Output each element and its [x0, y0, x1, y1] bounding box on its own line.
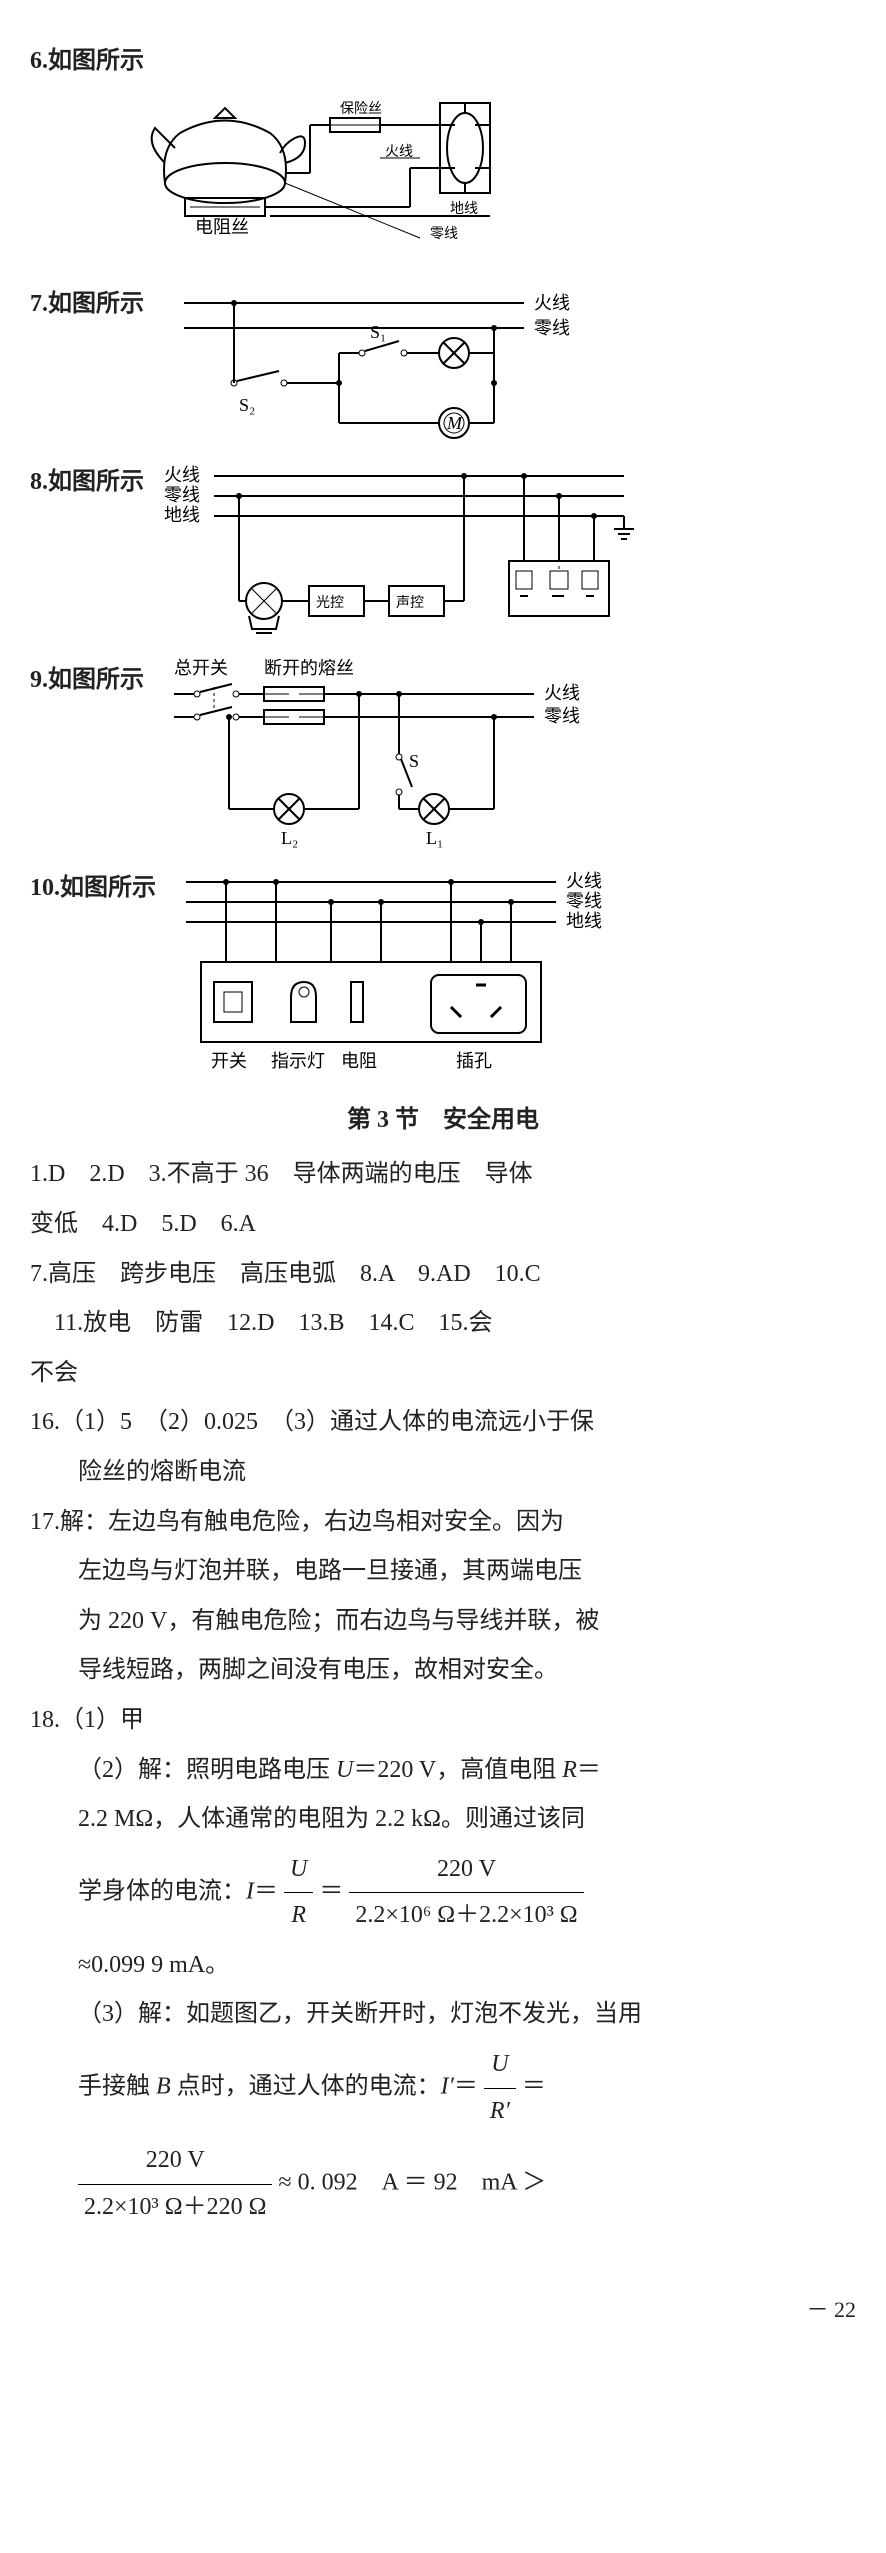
ans-l8h-post: ≈ 0. 092 A ＝ 92 mA ＞	[278, 2170, 546, 2196]
ans-l7: 17.解：左边鸟有触电危险，右边鸟相对安全。因为	[30, 1500, 856, 1546]
ans-l8g-i: I′	[441, 2074, 454, 2100]
ans-l8: 18.（1）甲	[30, 1698, 856, 1744]
q6-heater-label: 电阻丝	[195, 217, 249, 237]
q9-l1: L₁	[426, 828, 443, 848]
q7-motor: M	[446, 413, 463, 433]
frac2-num: 220 V	[349, 1847, 583, 1894]
ans-l5: 不会	[30, 1351, 856, 1397]
ans-l8g-b: B	[156, 2074, 171, 2100]
ans-l1: 1.D 2.D 3.不高于 36 导体两端的电压 导体	[30, 1152, 856, 1198]
q9-label: 9.如图所示	[30, 659, 144, 702]
frac4-num: 220 V	[78, 2138, 272, 2185]
frac2-den: 2.2×10⁶ Ω＋2.2×10³ Ω	[349, 1893, 583, 1939]
ans-l8d-i: I	[246, 1878, 254, 1904]
q8-neutral: 零线	[164, 485, 200, 505]
ans-l8b-r: R	[562, 1757, 577, 1783]
q10-diagram: 火线 零线 地线	[176, 867, 616, 1087]
q9-fuse: 断开的熔丝	[264, 659, 354, 678]
ans-l4: 11.放电 防雷 12.D 13.B 14.C 15.会	[30, 1301, 856, 1347]
ans-l8b-eq1: ＝220 V，高值电阻	[353, 1757, 562, 1783]
q8-diagram: 火线 零线 地线	[164, 461, 644, 651]
q10-ground: 地线	[566, 911, 602, 931]
q8-live: 火线	[164, 465, 200, 485]
frac4-den: 2.2×10³ Ω＋220 Ω	[78, 2185, 272, 2231]
q7-neutral: 零线	[534, 318, 570, 338]
ans-l8d-eq: ＝	[254, 1878, 278, 1904]
q10-label: 10.如图所示	[30, 867, 156, 910]
q7-s1: S₁	[370, 322, 386, 342]
ans-l7d: 导线短路，两脚之间没有电压，故相对安全。	[30, 1648, 856, 1694]
q10-socket: 插孔	[456, 1051, 492, 1071]
ans-l8g: 手接触 B 点时，通过人体的电流：I′＝ U R′ ＝	[30, 2042, 856, 2134]
q10-neutral: 零线	[566, 891, 602, 911]
q7-live: 火线	[534, 293, 570, 313]
ans-l8g-mid: 点时，通过人体的电流：	[171, 2074, 441, 2100]
ans-l7c: 为 220 V，有触电危险；而右边鸟与导线并联，被	[30, 1599, 856, 1645]
ans-l8g-pre: 手接触	[78, 2074, 156, 2100]
ans-l8d-pre: 学身体的电流：	[78, 1878, 246, 1904]
ans-l8g-eq: ＝	[454, 2074, 478, 2100]
q9-main: 总开关	[174, 659, 228, 678]
ans-l8h: 220 V 2.2×10³ Ω＋220 Ω ≈ 0. 092 A ＝ 92 mA…	[30, 2138, 856, 2230]
q9-neutral: 零线	[544, 706, 580, 726]
q9-s: S	[409, 751, 419, 771]
frac-4: 220 V 2.2×10³ Ω＋220 Ω	[78, 2138, 272, 2230]
frac1-den: R	[284, 1893, 313, 1939]
q6-neutral-label: 零线	[430, 226, 458, 242]
ans-l6b: 险丝的熔断电流	[30, 1450, 856, 1496]
frac-2: 220 V 2.2×10⁶ Ω＋2.2×10³ Ω	[349, 1847, 583, 1939]
question-7: 7.如图所示 火线 零线 S₂	[30, 283, 856, 453]
q10-switch: 开关	[211, 1051, 247, 1071]
frac3-den: R′	[484, 2089, 516, 2135]
ans-l6: 16.（1）5 （2）0.025 （3）通过人体的电流远小于保	[30, 1400, 856, 1446]
q6-label: 6.如图所示	[30, 40, 144, 83]
answers-block: 1.D 2.D 3.不高于 36 导体两端的电压 导体 变低 4.D 5.D 6…	[30, 1152, 856, 2230]
q6-diagram: 电阻丝 保险丝 火线	[130, 88, 856, 268]
frac-3: U R′	[484, 2042, 516, 2134]
ans-l8g-eq2: ＝	[522, 2074, 546, 2100]
ans-l2: 变低 4.D 5.D 6.A	[30, 1202, 856, 1248]
q8-light: 光控	[316, 595, 344, 611]
q9-l2: L₂	[281, 828, 298, 848]
q8-ground: 地线	[164, 505, 200, 525]
question-9: 9.如图所示 总开关 断开的熔丝	[30, 659, 856, 859]
q9-diagram: 总开关 断开的熔丝	[164, 659, 604, 859]
q6-fuse-label: 保险丝	[340, 101, 382, 117]
frac1-num: U	[284, 1847, 313, 1894]
q10-live: 火线	[566, 871, 602, 891]
ans-l8d-eq2: ＝	[319, 1878, 343, 1904]
ans-l8b: （2）解：照明电路电压 U＝220 V，高值电阻 R＝	[30, 1748, 856, 1794]
question-8: 8.如图所示 火线 零线 地线	[30, 461, 856, 651]
q8-label: 8.如图所示	[30, 461, 144, 504]
page-number: － 22	[30, 2290, 856, 2330]
ans-l3: 7.高压 跨步电压 高压电弧 8.A 9.AD 10.C	[30, 1252, 856, 1298]
q7-s2: S₂	[239, 395, 255, 415]
ans-l7b: 左边鸟与灯泡并联，电路一旦接通，其两端电压	[30, 1549, 856, 1595]
question-10: 10.如图所示 火线 零线 地线	[30, 867, 856, 1087]
q7-diagram: 火线 零线 S₂ S₁	[164, 283, 584, 453]
ans-l8b-pre: （2）解：照明电路电压	[78, 1757, 336, 1783]
q10-resistor: 电阻	[341, 1051, 377, 1071]
q10-indicator: 指示灯	[271, 1051, 325, 1071]
ans-l8d: 学身体的电流：I＝ U R ＝ 220 V 2.2×10⁶ Ω＋2.2×10³ …	[30, 1847, 856, 1939]
q6-ground-label: 地线	[450, 201, 478, 217]
frac3-num: U	[484, 2042, 516, 2089]
ans-l8e: ≈0.099 9 mA。	[30, 1943, 856, 1989]
ans-l8b-eq2: ＝	[577, 1757, 601, 1783]
frac-1: U R	[284, 1847, 313, 1939]
q7-label: 7.如图所示	[30, 283, 144, 326]
q8-sound: 声控	[396, 595, 424, 611]
section-title: 第 3 节 安全用电	[30, 1099, 856, 1142]
ans-l8c: 2.2 MΩ，人体通常的电阻为 2.2 kΩ。则通过该同	[30, 1797, 856, 1843]
ans-l8f: （3）解：如题图乙，开关断开时，灯泡不发光，当用	[30, 1992, 856, 2038]
q9-live: 火线	[544, 683, 580, 703]
ans-l8b-u: U	[336, 1757, 353, 1783]
question-6: 6.如图所示 电阻丝 保险丝	[30, 40, 856, 268]
